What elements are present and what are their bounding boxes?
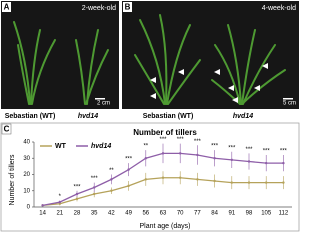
point	[127, 168, 130, 171]
significance: ***	[228, 145, 236, 151]
significance: ***	[263, 149, 271, 155]
significance: **	[109, 168, 114, 174]
point	[161, 152, 165, 155]
significance: *	[59, 194, 62, 200]
genotype-label: Sebastian (WT)	[143, 113, 194, 120]
x-tick-label: 56	[142, 211, 149, 217]
significance: ***	[211, 144, 219, 150]
point	[230, 181, 233, 184]
x-tick-label: 21	[56, 211, 63, 217]
x-axis-title: Plant age (days)	[140, 223, 191, 230]
panel-letter: C	[4, 125, 10, 134]
point	[110, 178, 113, 181]
point	[179, 176, 182, 179]
x-tick-label: 70	[177, 211, 184, 217]
significance: ***	[245, 147, 253, 153]
label-box	[123, 2, 132, 12]
significance: ***	[91, 176, 99, 182]
y-tick-label: 40	[23, 140, 30, 146]
genotype-label: hvd14	[78, 113, 98, 120]
x-tick-label: 105	[261, 211, 272, 217]
point	[247, 160, 251, 163]
chart-title: Number of tillers	[133, 128, 197, 137]
point	[265, 161, 268, 165]
arrowheads	[150, 63, 268, 103]
point	[161, 176, 165, 179]
significance: ***	[194, 139, 202, 145]
point	[110, 189, 113, 192]
point	[196, 153, 199, 157]
genotype-label: hvd14	[233, 113, 253, 120]
genotype-label: Sebastian (WT)	[5, 113, 56, 120]
significance: ***	[159, 137, 167, 143]
point	[282, 161, 285, 165]
point	[93, 192, 96, 196]
significance: ***	[73, 184, 81, 190]
photo	[122, 1, 299, 109]
significance: **	[143, 144, 148, 150]
point	[75, 197, 79, 201]
legend-label: WT	[55, 143, 67, 150]
label-box	[1, 123, 12, 135]
scale-label: 5 cm	[283, 101, 296, 107]
point	[41, 204, 44, 207]
x-tick-label: 84	[211, 211, 218, 217]
point	[265, 181, 268, 184]
y-tick-label: 10	[23, 188, 30, 194]
age-label: 2-week-old	[82, 5, 116, 12]
panel-letter: A	[4, 3, 10, 12]
x-tick-label: 35	[91, 211, 98, 217]
point	[213, 157, 216, 160]
plot: 0 10 20 30 40 14 21 28 35 42 49 56 63 70 77 84 91 98 105 11…	[23, 137, 292, 217]
point	[196, 178, 199, 181]
x-tick-label: 91	[228, 211, 235, 217]
point	[230, 158, 233, 162]
point	[144, 157, 147, 160]
point	[127, 184, 130, 188]
point	[144, 178, 147, 181]
x-tick-label: 63	[160, 211, 167, 217]
figure: A 2-week-old 2 cm Sebastian (WT) hvd14 B…	[0, 0, 300, 232]
x-tick-label: 112	[279, 211, 289, 217]
panel-b: B 4-week-old 5 cm Sebastian (WT) hvd14	[122, 1, 299, 120]
significance: ***	[125, 157, 133, 163]
point	[179, 152, 182, 155]
y-tick-label: 0	[27, 205, 31, 211]
y-tick-label: 30	[23, 156, 30, 162]
plants	[134, 14, 286, 105]
label-box	[2, 2, 11, 12]
point	[213, 179, 216, 183]
scale-label: 2 cm	[97, 101, 110, 107]
significance: ***	[177, 137, 185, 143]
point	[93, 186, 96, 189]
x-tick-label: 77	[194, 211, 201, 217]
point	[75, 192, 79, 196]
panel-c-frame	[0, 122, 300, 232]
point	[58, 200, 61, 204]
point	[247, 181, 251, 184]
y-axis-title: Number of tillers	[9, 154, 16, 205]
x-tick-label: 49	[125, 211, 132, 217]
scale-bar	[95, 98, 105, 100]
panel-a: A 2-week-old 2 cm Sebastian (WT) hvd14	[1, 1, 119, 120]
x-tick-label: 42	[108, 211, 115, 217]
age-label: 4-week-old	[262, 5, 296, 12]
y-tick-label: 20	[23, 172, 30, 178]
x-tick-label: 28	[74, 211, 81, 217]
significance: ***	[280, 149, 288, 155]
legend-label: hvd14	[91, 143, 111, 150]
x-tick-label: 98	[246, 211, 253, 217]
scale-bar	[283, 98, 293, 100]
plants	[13, 21, 109, 105]
panel-letter: B	[125, 3, 131, 12]
point	[282, 181, 285, 184]
x-tick-label: 14	[39, 211, 46, 217]
